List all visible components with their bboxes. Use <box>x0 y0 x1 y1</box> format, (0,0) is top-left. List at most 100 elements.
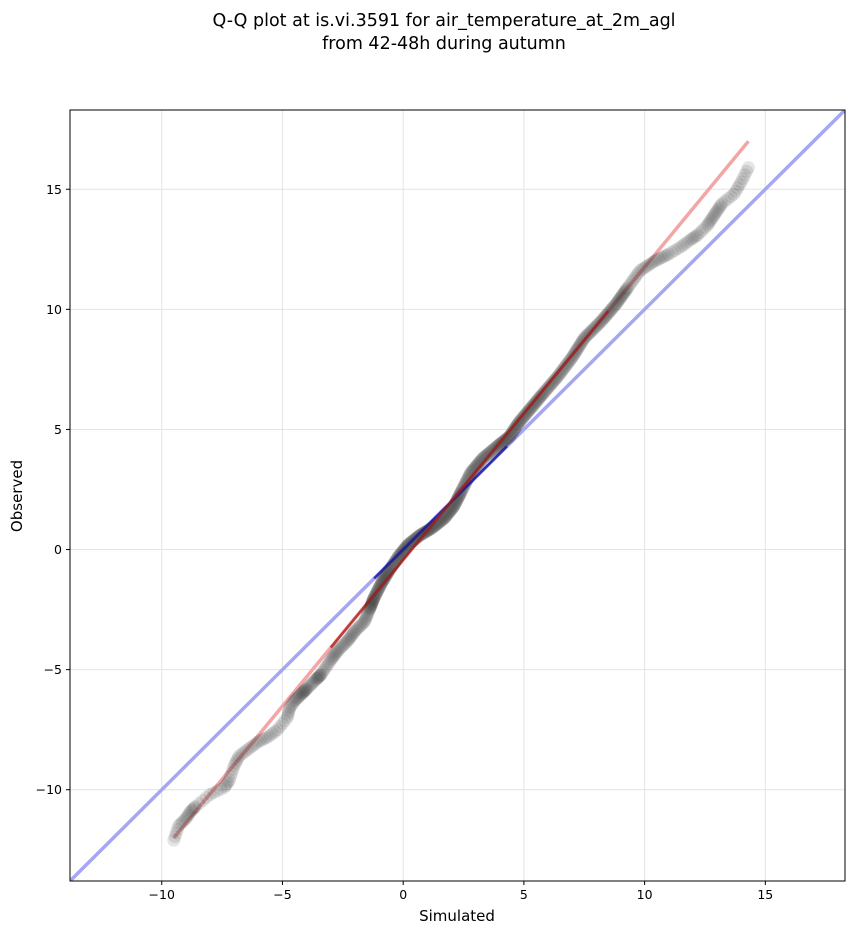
data-point <box>341 634 355 648</box>
data-point <box>626 274 640 288</box>
data-point <box>231 752 245 766</box>
data-point <box>313 669 327 683</box>
y-tick-label: −5 <box>44 662 62 677</box>
data-points <box>167 161 755 847</box>
data-point <box>308 674 322 688</box>
data-point <box>261 730 275 744</box>
data-point <box>509 419 523 433</box>
data-point <box>375 574 389 588</box>
data-point <box>225 766 239 780</box>
data-point <box>537 385 551 399</box>
data-point <box>169 826 183 840</box>
data-point <box>478 450 492 464</box>
data-point <box>320 659 334 673</box>
data-point <box>559 359 573 373</box>
data-point <box>251 735 265 749</box>
data-point <box>539 383 553 397</box>
data-point <box>547 374 561 388</box>
data-point <box>351 621 365 635</box>
data-point <box>366 594 380 608</box>
data-point <box>293 689 307 703</box>
data-point <box>301 680 315 694</box>
data-point <box>712 200 726 214</box>
data-point <box>639 260 653 274</box>
data-point <box>352 620 366 634</box>
data-point <box>410 530 424 544</box>
data-point <box>170 822 184 836</box>
data-point <box>665 245 679 259</box>
data-point <box>708 207 722 221</box>
y-tick-label: 0 <box>54 542 62 557</box>
data-point <box>629 269 643 283</box>
data-point <box>361 606 375 620</box>
data-point <box>311 671 325 685</box>
data-point <box>724 189 738 203</box>
data-point <box>179 812 193 826</box>
data-point <box>687 230 701 244</box>
data-point <box>555 364 569 378</box>
data-point <box>467 462 481 476</box>
data-point <box>412 529 426 543</box>
data-point <box>452 489 466 503</box>
data-point <box>530 394 544 408</box>
data-point <box>281 706 295 720</box>
data-point <box>295 687 309 701</box>
data-point <box>613 292 627 306</box>
data-point <box>299 683 313 697</box>
chart-title-line-2: from 42-48h during autumn <box>322 34 566 54</box>
data-point <box>168 830 182 844</box>
data-point <box>540 382 554 396</box>
data-point <box>662 247 676 261</box>
data-point <box>360 608 374 622</box>
data-point <box>220 777 234 791</box>
data-point <box>226 762 240 776</box>
x-tick-label: 15 <box>757 887 773 902</box>
x-axis-ticks: −10 −5 0 5 10 15 <box>149 881 773 902</box>
data-point <box>621 281 635 295</box>
data-point <box>549 372 563 386</box>
data-point <box>349 623 363 637</box>
data-point <box>353 619 367 633</box>
data-point <box>415 527 429 541</box>
data-point <box>359 611 373 625</box>
data-point <box>532 392 546 406</box>
data-point <box>219 779 233 793</box>
y-tick-label: −10 <box>36 782 62 797</box>
data-point <box>704 213 718 227</box>
data-point <box>651 252 665 266</box>
data-point <box>266 726 280 740</box>
data-point <box>175 815 189 829</box>
data-point <box>736 171 750 185</box>
data-point <box>519 407 533 421</box>
data-point <box>332 642 346 656</box>
data-point <box>180 810 194 824</box>
data-point <box>228 756 242 770</box>
data-point <box>189 800 203 814</box>
data-point <box>367 591 381 605</box>
data-point <box>186 802 200 816</box>
data-point <box>367 592 381 606</box>
data-point <box>509 420 523 434</box>
data-point <box>498 433 512 447</box>
data-point <box>548 373 562 387</box>
data-point <box>633 264 647 278</box>
data-point <box>339 635 353 649</box>
data-point <box>557 361 571 375</box>
data-point <box>606 301 620 315</box>
data-point <box>367 591 381 605</box>
data-point <box>671 242 685 256</box>
y-tick-label: 15 <box>46 182 62 197</box>
data-point <box>289 693 303 707</box>
data-point <box>610 295 624 309</box>
data-point <box>705 211 719 225</box>
data-point <box>497 434 511 448</box>
data-point <box>337 638 351 652</box>
data-point <box>542 379 556 393</box>
data-point <box>741 161 755 175</box>
plot-frame <box>69 109 846 882</box>
data-point <box>531 393 545 407</box>
data-point <box>544 377 558 391</box>
data-point <box>734 175 748 189</box>
data-point <box>511 416 525 430</box>
data-point <box>611 294 625 308</box>
